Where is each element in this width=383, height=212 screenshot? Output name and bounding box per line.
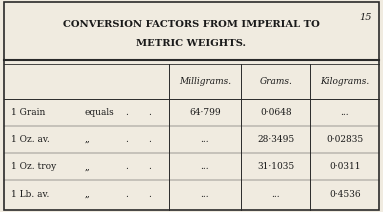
Text: ...: ...: [201, 190, 209, 199]
Text: METRIC WEIGHTS.: METRIC WEIGHTS.: [136, 39, 247, 48]
Text: ...: ...: [201, 162, 209, 171]
Text: ...: ...: [340, 108, 349, 117]
Text: .: .: [148, 135, 151, 144]
Text: 0·0648: 0·0648: [260, 108, 291, 117]
Text: 64·799: 64·799: [189, 108, 221, 117]
Text: 0·0311: 0·0311: [329, 162, 360, 171]
Text: Kilograms.: Kilograms.: [320, 77, 369, 86]
Text: ,,: ,,: [84, 135, 90, 144]
Text: ...: ...: [272, 190, 280, 199]
Text: 1 Oz. troy: 1 Oz. troy: [11, 162, 57, 171]
Text: ,,: ,,: [84, 162, 90, 171]
Text: Milligrams.: Milligrams.: [179, 77, 231, 86]
Text: CONVERSION FACTORS FROM IMPERIAL TO: CONVERSION FACTORS FROM IMPERIAL TO: [63, 20, 320, 29]
Text: .: .: [125, 108, 128, 117]
Text: ...: ...: [201, 135, 209, 144]
Text: .: .: [148, 108, 151, 117]
Text: 1 Lb. av.: 1 Lb. av.: [11, 190, 50, 199]
Text: 28·3495: 28·3495: [257, 135, 295, 144]
Text: 31·1035: 31·1035: [257, 162, 295, 171]
Text: .: .: [125, 135, 128, 144]
Text: .: .: [125, 162, 128, 171]
Text: .: .: [148, 162, 151, 171]
Text: .: .: [125, 190, 128, 199]
Text: equals: equals: [84, 108, 114, 117]
FancyBboxPatch shape: [4, 2, 379, 210]
Text: .: .: [148, 190, 151, 199]
Text: 1 Oz. av.: 1 Oz. av.: [11, 135, 50, 144]
Text: ,,: ,,: [84, 190, 90, 199]
Text: Grams.: Grams.: [259, 77, 292, 86]
Text: 0·02835: 0·02835: [326, 135, 363, 144]
Text: 0·4536: 0·4536: [329, 190, 360, 199]
Text: 1 Grain: 1 Grain: [11, 108, 46, 117]
Text: 15: 15: [359, 13, 372, 22]
